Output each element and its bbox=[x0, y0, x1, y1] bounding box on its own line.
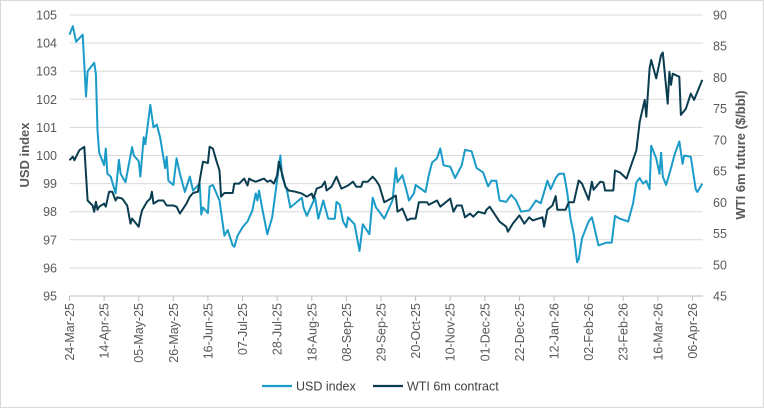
right-tick-label: 85 bbox=[713, 40, 727, 54]
x-tick-label: 14-Apr-25 bbox=[98, 303, 112, 359]
right-tick-label: 65 bbox=[713, 165, 727, 179]
left-tick-label: 95 bbox=[43, 290, 57, 304]
series-wti-6m-contract bbox=[68, 51, 704, 233]
series-lines bbox=[68, 25, 704, 264]
left-tick-label: 99 bbox=[43, 177, 57, 191]
x-tick-label: 07-Jul-25 bbox=[236, 303, 250, 355]
left-axis-ticks: 95 96 97 98 99 100 101 102 103 104 105 bbox=[36, 9, 57, 304]
right-tick-label: 75 bbox=[713, 102, 727, 116]
x-tick-label: 23-Feb-26 bbox=[617, 303, 631, 361]
series-line bbox=[68, 25, 704, 264]
left-tick-label: 98 bbox=[43, 205, 57, 219]
right-axis-ticks: 45 50 55 60 65 70 75 80 85 90 bbox=[713, 9, 727, 304]
right-tick-label: 50 bbox=[713, 258, 727, 272]
x-tick-label: 05-May-25 bbox=[132, 303, 146, 363]
series-usd-index bbox=[68, 25, 704, 264]
gridlines bbox=[69, 14, 703, 269]
left-axis-title: USD index bbox=[17, 122, 32, 188]
x-tick-label: 28-Jul-25 bbox=[271, 303, 285, 355]
right-tick-label: 80 bbox=[713, 71, 727, 85]
x-tick-label: 16-Jun-25 bbox=[201, 303, 215, 359]
x-tick-label: 06-Apr-26 bbox=[686, 303, 700, 359]
x-axis: 24-Mar-25 14-Apr-25 05-May-25 26-May-25 16-J… bbox=[63, 295, 703, 363]
legend-label-usd-index: USD index bbox=[296, 380, 356, 394]
x-tick-label: 16-Mar-26 bbox=[651, 303, 665, 361]
left-tick-label: 103 bbox=[36, 65, 57, 79]
left-tick-label: 100 bbox=[36, 149, 57, 163]
x-tick-label: 20-Oct-25 bbox=[409, 303, 423, 359]
right-tick-label: 90 bbox=[713, 9, 727, 23]
left-tick-label: 96 bbox=[43, 261, 57, 275]
x-tick-label: 12-Jan-26 bbox=[548, 303, 562, 359]
legend: USD index WTI 6m contract bbox=[262, 380, 499, 394]
right-tick-label: 70 bbox=[713, 133, 727, 147]
right-axis-title: WTI 6m future ($/bbl) bbox=[733, 90, 748, 219]
left-tick-label: 102 bbox=[36, 93, 57, 107]
x-tick-label: 29-Sep-25 bbox=[374, 303, 388, 361]
x-tick-label: 26-May-25 bbox=[167, 303, 181, 363]
x-tick-label: 01-Dec-25 bbox=[478, 303, 492, 361]
x-tick-label: 10-Nov-25 bbox=[444, 303, 458, 361]
left-tick-label: 105 bbox=[36, 9, 57, 23]
x-tick-label: 22-Dec-25 bbox=[513, 303, 527, 361]
right-tick-label: 55 bbox=[713, 227, 727, 241]
x-tick-label: 08-Sep-25 bbox=[340, 303, 354, 361]
right-tick-label: 60 bbox=[713, 196, 727, 210]
series-line bbox=[68, 51, 704, 233]
x-tick-label: 24-Mar-25 bbox=[63, 303, 77, 361]
x-tick-label: 02-Feb-26 bbox=[582, 303, 596, 361]
right-tick-label: 45 bbox=[713, 290, 727, 304]
x-tick-label: 18-Aug-25 bbox=[305, 303, 319, 361]
left-tick-label: 104 bbox=[36, 37, 57, 51]
left-tick-label: 97 bbox=[43, 233, 57, 247]
left-tick-label: 101 bbox=[36, 121, 57, 135]
legend-label-wti: WTI 6m contract bbox=[407, 380, 499, 394]
